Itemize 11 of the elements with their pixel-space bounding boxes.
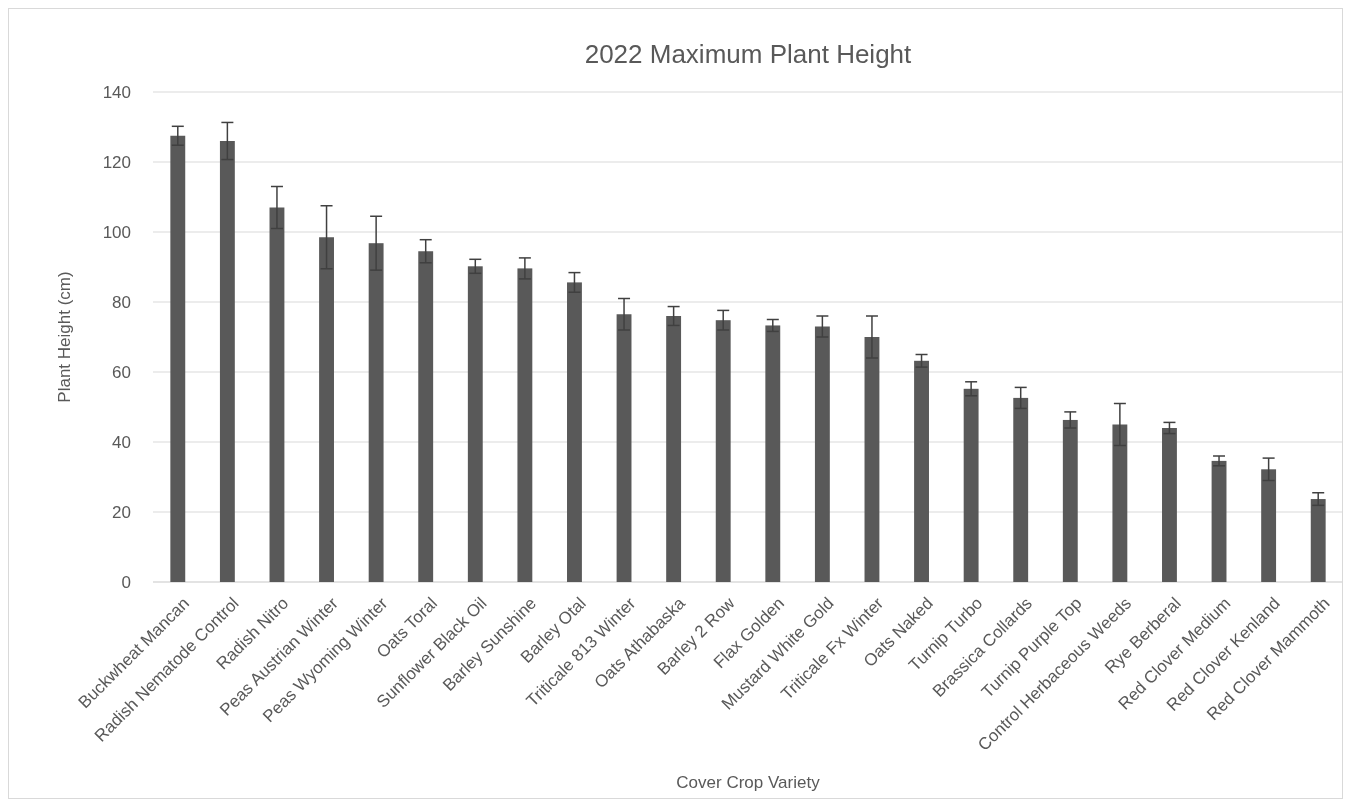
y-tick-label: 0 [121, 572, 131, 592]
y-tick-label: 20 [112, 502, 131, 522]
y-tick-label: 120 [102, 152, 131, 172]
y-tick-label: 40 [112, 432, 131, 452]
y-axis-title: Plant Height (cm) [55, 271, 74, 403]
y-tick-label: 100 [102, 222, 131, 242]
chart-title: 2022 Maximum Plant Height [584, 39, 913, 69]
y-tick-label: 80 [112, 292, 131, 312]
y-tick-label: 60 [112, 362, 131, 382]
y-tick-label: 140 [102, 82, 131, 102]
x-axis-title: Cover Crop Variety [676, 773, 821, 792]
